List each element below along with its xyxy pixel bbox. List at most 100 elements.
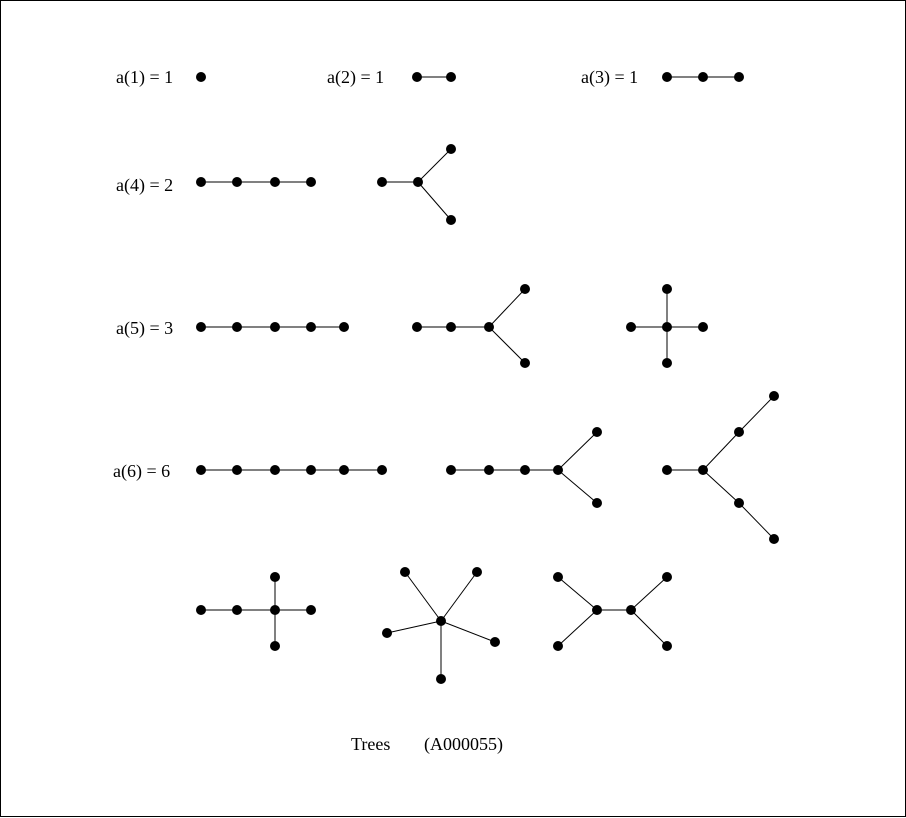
vertex [196, 465, 206, 475]
tree-n6-cross [196, 572, 316, 651]
vertex [662, 72, 672, 82]
tree-n5-star [626, 284, 708, 368]
label-a5: a(5) = 3 [116, 318, 174, 338]
vertex [446, 72, 456, 82]
vertex [662, 641, 672, 651]
vertex [270, 605, 280, 615]
vertex [662, 572, 672, 582]
label-a2: a(2) = 1 [327, 67, 385, 87]
edge [417, 148, 452, 183]
vertex [626, 605, 636, 615]
vertex [520, 284, 530, 294]
vertex [270, 177, 280, 187]
vertex [196, 177, 206, 187]
vertex [553, 465, 563, 475]
vertex [446, 465, 456, 475]
tree-n4-path [196, 177, 316, 187]
tree-n5-path [196, 322, 349, 332]
vertex [553, 572, 563, 582]
edge [630, 609, 668, 647]
edge [738, 502, 775, 540]
vertex [446, 215, 456, 225]
edge [702, 431, 740, 471]
caption-sequence-id: (A000055) [424, 734, 503, 754]
vertex [472, 567, 482, 577]
vertex [698, 322, 708, 332]
vertex [377, 177, 387, 187]
vertex [413, 177, 423, 187]
vertex [377, 465, 387, 475]
edge [386, 620, 442, 634]
vertex [734, 427, 744, 437]
vertex [698, 465, 708, 475]
tree-n6-fork [446, 427, 602, 508]
vertex [484, 322, 494, 332]
vertex [412, 72, 422, 82]
vertex [232, 177, 242, 187]
vertex [196, 605, 206, 615]
vertex [734, 72, 744, 82]
vertex [232, 322, 242, 332]
vertex [662, 322, 672, 332]
edge [488, 326, 526, 364]
vertex [592, 427, 602, 437]
label-a4: a(4) = 2 [116, 175, 174, 195]
vertex [306, 177, 316, 187]
vertex [306, 322, 316, 332]
vertex [769, 534, 779, 544]
edge [557, 576, 598, 611]
vertex [232, 605, 242, 615]
tree-n2 [412, 72, 456, 82]
label-a3: a(3) = 1 [581, 67, 639, 87]
vertex [306, 465, 316, 475]
vertex [662, 358, 672, 368]
vertex [270, 572, 280, 582]
vertex [436, 674, 446, 684]
vertex [698, 72, 708, 82]
tree-n4-star [377, 144, 456, 225]
vertex [196, 72, 206, 82]
vertex [446, 322, 456, 332]
vertex [769, 391, 779, 401]
vertex [490, 637, 500, 647]
vertex [270, 322, 280, 332]
vertex [592, 605, 602, 615]
vertex [270, 465, 280, 475]
edge [404, 571, 442, 622]
vertex [520, 465, 530, 475]
tree-n3 [662, 72, 744, 82]
vertex [382, 628, 392, 638]
edge [630, 576, 668, 611]
vertex [520, 358, 530, 368]
edge [417, 181, 452, 221]
vertex [734, 498, 744, 508]
edge [702, 469, 740, 504]
vertex [553, 641, 563, 651]
vertex [400, 567, 410, 577]
label-a1: a(1) = 1 [116, 67, 174, 87]
edge [557, 609, 598, 647]
label-a6: a(6) = 6 [113, 461, 171, 481]
edge [557, 431, 598, 471]
vertex [339, 322, 349, 332]
vertex [662, 284, 672, 294]
tree-n6-spider [662, 391, 779, 544]
tree-n6-path [196, 465, 387, 475]
vertex [592, 498, 602, 508]
vertex [446, 144, 456, 154]
edge [488, 288, 526, 328]
vertex [270, 641, 280, 651]
tree-n6-doublefork [553, 572, 672, 651]
edge [440, 620, 496, 643]
tree-n6-star [382, 567, 500, 684]
vertex [626, 322, 636, 332]
vertex [484, 465, 494, 475]
vertex [196, 322, 206, 332]
edge [557, 469, 598, 504]
vertex [232, 465, 242, 475]
vertex [306, 605, 316, 615]
vertex [412, 322, 422, 332]
vertex [436, 616, 446, 626]
